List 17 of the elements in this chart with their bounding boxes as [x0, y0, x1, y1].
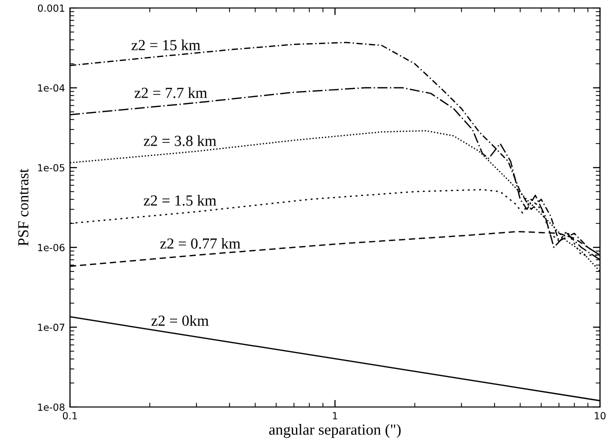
y-axis-title: PSF contrast	[18, 168, 28, 246]
y-tick-label: 0.001	[38, 4, 64, 12]
y-tick-label: 1e-06	[38, 244, 65, 252]
x-axis-title: angular separation (")	[269, 424, 401, 438]
x-tick-label: 0.1	[62, 412, 77, 420]
y-tick-label: 1e-08	[38, 403, 64, 411]
annotation: z2 = 0.77 km	[160, 238, 240, 249]
annotation: z2 = 7.7 km	[134, 87, 208, 98]
annotation: z2 = 0km	[151, 315, 209, 326]
y-tick-label: 1e-04	[38, 84, 65, 92]
annotation: z2 = 3.8 km	[144, 135, 216, 146]
annotation: z2 = 1.5 km	[144, 194, 216, 206]
y-tick-label: 1e-05	[38, 164, 64, 172]
annotation: z2 = 15 km	[132, 40, 200, 50]
y-tick-label: 1e-07	[38, 324, 64, 332]
x-tick-label: 1	[332, 412, 338, 420]
x-tick-label: 10	[594, 412, 606, 420]
